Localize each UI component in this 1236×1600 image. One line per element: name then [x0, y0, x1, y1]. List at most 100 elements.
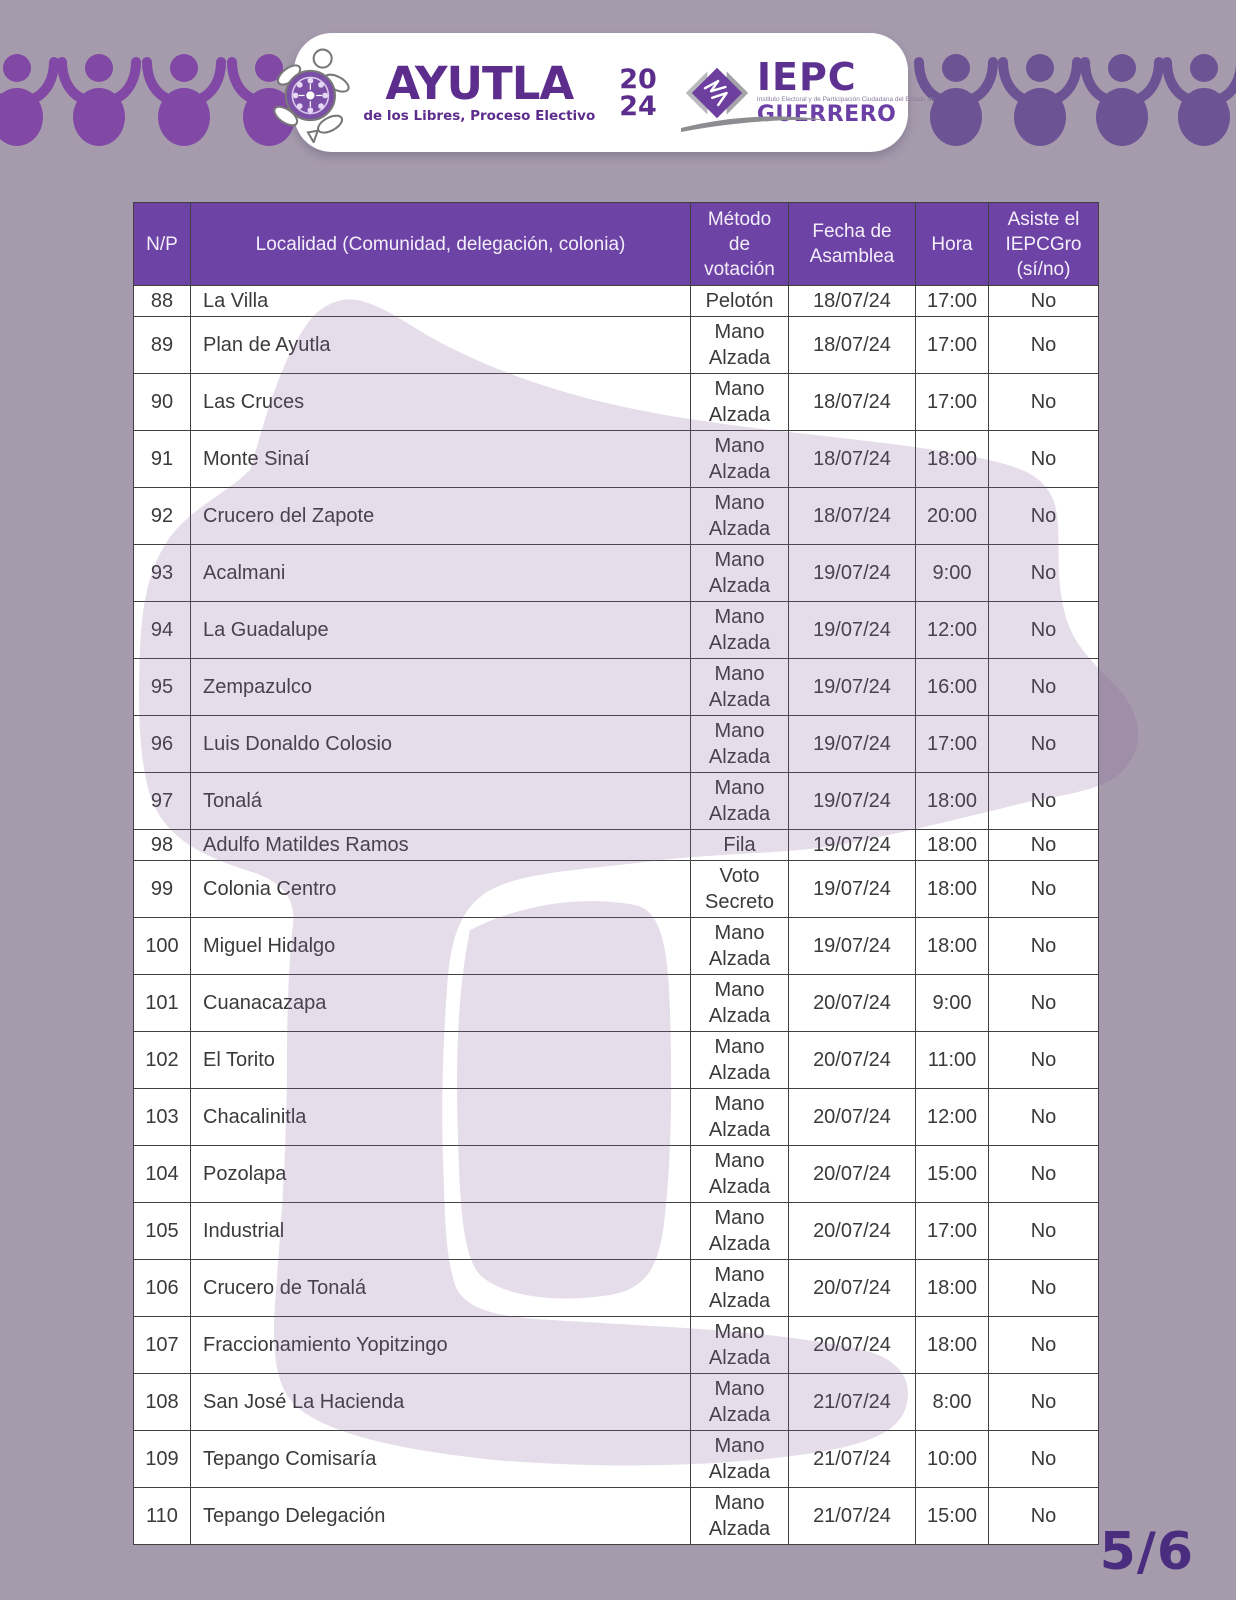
cell-hora: 9:00 [915, 544, 989, 602]
turtle-logo-icon [271, 43, 353, 145]
table-row: 90 Las Cruces Mano Alzada 18/07/24 17:00 No [133, 373, 1099, 431]
cell-hora: 18:00 [915, 1316, 989, 1374]
cell-metodo: Mano Alzada [690, 430, 789, 488]
col-header-np: N/P [133, 202, 191, 286]
table-row: 106 Crucero de Tonalá Mano Alzada 20/07/24 1… [133, 1259, 1099, 1317]
cell-localidad: Fraccionamiento Yopitzingo [190, 1316, 691, 1374]
table-row: 98 Adulfo Matildes Ramos Fila 19/07/24 18:00… [133, 829, 1099, 861]
cell-metodo: Fila [690, 829, 789, 861]
cell-fecha: 19/07/24 [788, 715, 916, 773]
page-number: 5/6 [1099, 1522, 1194, 1582]
cell-metodo: Mano Alzada [690, 487, 789, 545]
table-row: 88 La Villa Pelotón 18/07/24 17:00 No [133, 285, 1099, 317]
cell-hora: 18:00 [915, 430, 989, 488]
cell-hora: 20:00 [915, 487, 989, 545]
cell-asiste: No [988, 316, 1099, 374]
cell-hora: 18:00 [915, 829, 989, 861]
cell-hora: 12:00 [915, 1088, 989, 1146]
cell-asiste: No [988, 1031, 1099, 1089]
table-row: 97 Tonalá Mano Alzada 19/07/24 18:00 No [133, 772, 1099, 830]
iepc-state: GUERRERO [756, 102, 897, 127]
cell-metodo: Mano Alzada [690, 1145, 789, 1203]
cell-np: 107 [133, 1316, 191, 1374]
cell-fecha: 18/07/24 [788, 487, 916, 545]
cell-fecha: 21/07/24 [788, 1487, 916, 1545]
table-row: 109 Tepango Comisaría Mano Alzada 21/07/24 1… [133, 1430, 1099, 1488]
table-row: 105 Industrial Mano Alzada 20/07/24 17:00 No [133, 1202, 1099, 1260]
cell-np: 98 [133, 829, 191, 861]
cell-asiste: No [988, 1259, 1099, 1317]
cell-np: 100 [133, 917, 191, 975]
cell-hora: 17:00 [915, 715, 989, 773]
year-top: 20 [619, 63, 657, 95]
person-raised-arms-icon [919, 54, 1236, 146]
cell-asiste: No [988, 974, 1099, 1032]
cell-metodo: Mano Alzada [690, 1487, 789, 1545]
table-row: 93 Acalmani Mano Alzada 19/07/24 9:00 No [133, 544, 1099, 602]
cell-metodo: Mano Alzada [690, 772, 789, 830]
cell-fecha: 19/07/24 [788, 772, 916, 830]
cell-fecha: 19/07/24 [788, 860, 916, 918]
cell-np: 95 [133, 658, 191, 716]
cell-hora: 17:00 [915, 1202, 989, 1260]
cell-localidad: Luis Donaldo Colosio [190, 715, 691, 773]
cell-fecha: 18/07/24 [788, 373, 916, 431]
cell-np: 93 [133, 544, 191, 602]
cell-hora: 17:00 [915, 373, 989, 431]
cell-localidad: Zempazulco [190, 658, 691, 716]
cell-asiste: No [988, 1088, 1099, 1146]
cell-metodo: Mano Alzada [690, 1259, 789, 1317]
cell-asiste: No [988, 1316, 1099, 1374]
cell-np: 104 [133, 1145, 191, 1203]
cell-fecha: 20/07/24 [788, 1316, 916, 1374]
table-row: 110 Tepango Delegación Mano Alzada 21/07/24… [133, 1487, 1099, 1545]
election-year: 20 24 [619, 66, 657, 120]
col-header-hora: Hora [915, 202, 989, 286]
cell-np: 94 [133, 601, 191, 659]
cell-metodo: Mano Alzada [690, 1088, 789, 1146]
cell-fecha: 20/07/24 [788, 1031, 916, 1089]
cell-localidad: El Torito [190, 1031, 691, 1089]
table-row: 102 El Torito Mano Alzada 20/07/24 11:00 No [133, 1031, 1099, 1089]
table-row: 108 San José La Hacienda Mano Alzada 21/07/… [133, 1373, 1099, 1431]
cell-np: 106 [133, 1259, 191, 1317]
cell-asiste: No [988, 860, 1099, 918]
cell-asiste: No [988, 829, 1099, 861]
iepc-diamond-icon [681, 57, 753, 129]
cell-fecha: 18/07/24 [788, 316, 916, 374]
cell-metodo: Mano Alzada [690, 601, 789, 659]
table-row: 95 Zempazulco Mano Alzada 19/07/24 16:00 No [133, 658, 1099, 716]
cell-asiste: No [988, 772, 1099, 830]
cell-np: 91 [133, 430, 191, 488]
cell-fecha: 18/07/24 [788, 285, 916, 317]
cell-np: 102 [133, 1031, 191, 1089]
table-row: 99 Colonia Centro Voto Secreto 19/07/24 18:0… [133, 860, 1099, 918]
cell-localidad: Industrial [190, 1202, 691, 1260]
cell-hora: 16:00 [915, 658, 989, 716]
cell-fecha: 19/07/24 [788, 601, 916, 659]
cell-hora: 15:00 [915, 1487, 989, 1545]
cell-asiste: No [988, 917, 1099, 975]
cell-hora: 15:00 [915, 1145, 989, 1203]
cell-fecha: 20/07/24 [788, 974, 916, 1032]
cell-localidad: Cuanacazapa [190, 974, 691, 1032]
cell-np: 103 [133, 1088, 191, 1146]
cell-metodo: Mano Alzada [690, 715, 789, 773]
cell-asiste: No [988, 1145, 1099, 1203]
cell-localidad: La Guadalupe [190, 601, 691, 659]
cell-np: 88 [133, 285, 191, 317]
cell-localidad: Miguel Hidalgo [190, 917, 691, 975]
cell-asiste: No [988, 1373, 1099, 1431]
cell-np: 101 [133, 974, 191, 1032]
iepc-acronym: IEPC [756, 55, 857, 99]
cell-metodo: Voto Secreto [690, 860, 789, 918]
cell-asiste: No [988, 373, 1099, 431]
cell-localidad: San José La Hacienda [190, 1373, 691, 1431]
cell-localidad: Pozolapa [190, 1145, 691, 1203]
cell-asiste: No [988, 715, 1099, 773]
table-row: 101 Cuanacazapa Mano Alzada 20/07/24 9:00 No [133, 974, 1099, 1032]
cell-fecha: 19/07/24 [788, 829, 916, 861]
cell-hora: 17:00 [915, 316, 989, 374]
cell-asiste: No [988, 487, 1099, 545]
cell-asiste: No [988, 1202, 1099, 1260]
